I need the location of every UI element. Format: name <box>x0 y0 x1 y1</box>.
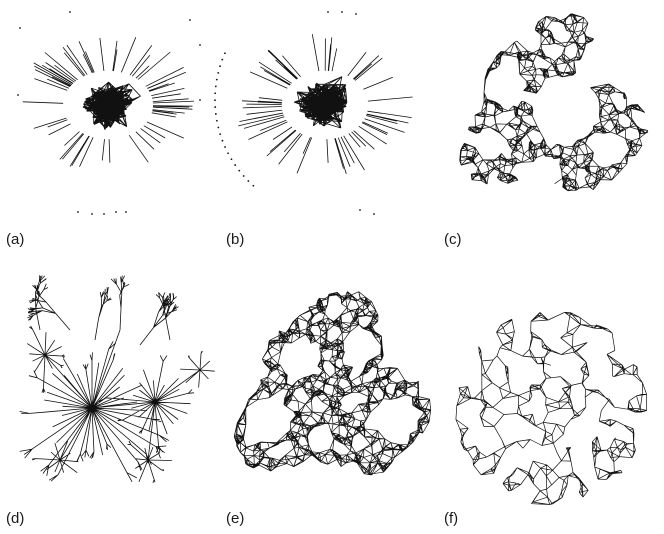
panel-c-graph <box>459 13 649 192</box>
panel-c-label: (c) <box>444 231 462 248</box>
isolated-node <box>224 146 226 148</box>
isolated-node <box>215 119 218 122</box>
isolated-node <box>17 94 19 96</box>
panel-f-label: (f) <box>444 510 459 527</box>
isolated-node <box>327 11 329 13</box>
isolated-node <box>115 211 117 213</box>
isolated-node <box>221 58 224 61</box>
panel-d-graph <box>19 275 215 483</box>
isolated-nodes <box>214 11 375 215</box>
isolated-node <box>214 106 217 108</box>
isolated-node <box>19 27 21 29</box>
isolated-node <box>189 19 191 21</box>
isolated-nodes <box>17 11 201 215</box>
isolated-node <box>214 113 217 115</box>
isolated-node <box>234 164 237 166</box>
isolated-node <box>214 92 217 95</box>
panel-b-graph <box>214 11 413 215</box>
graph-edges <box>455 311 648 505</box>
isolated-node <box>199 99 201 101</box>
isolated-node <box>215 78 218 81</box>
isolated-node <box>214 99 216 102</box>
isolated-node <box>247 180 250 182</box>
isolated-node <box>199 44 201 46</box>
panel-e-graph <box>233 291 432 476</box>
isolated-node <box>227 152 229 155</box>
isolated-node <box>77 211 79 213</box>
isolated-node <box>91 213 93 215</box>
isolated-node <box>230 158 233 161</box>
isolated-node <box>224 52 226 55</box>
isolated-node <box>242 175 245 177</box>
isolated-node <box>125 211 127 213</box>
isolated-node <box>373 213 375 215</box>
isolated-node <box>214 85 217 88</box>
graph-edges <box>22 37 195 167</box>
panel-b-label: (b) <box>226 231 245 248</box>
isolated-node <box>69 11 71 13</box>
panel-a-label: (a) <box>6 231 25 248</box>
isolated-node <box>252 184 255 187</box>
isolated-node <box>359 209 361 211</box>
isolated-node <box>355 13 357 15</box>
panel-d-label: (d) <box>6 510 25 527</box>
isolated-node <box>238 169 241 172</box>
isolated-node <box>341 11 343 13</box>
panel-f-graph <box>455 311 648 505</box>
panel-e-label: (e) <box>226 510 245 527</box>
isolated-node <box>217 71 220 74</box>
graph-edges <box>459 13 649 192</box>
isolated-node <box>217 126 220 129</box>
isolated-node <box>219 133 222 136</box>
isolated-node <box>219 65 221 68</box>
graph-edges <box>238 34 413 175</box>
panel-a-graph <box>17 11 201 215</box>
tree-edges <box>19 275 215 483</box>
isolated-node <box>221 139 224 142</box>
graph-edges <box>233 291 432 476</box>
isolated-node <box>103 213 105 215</box>
